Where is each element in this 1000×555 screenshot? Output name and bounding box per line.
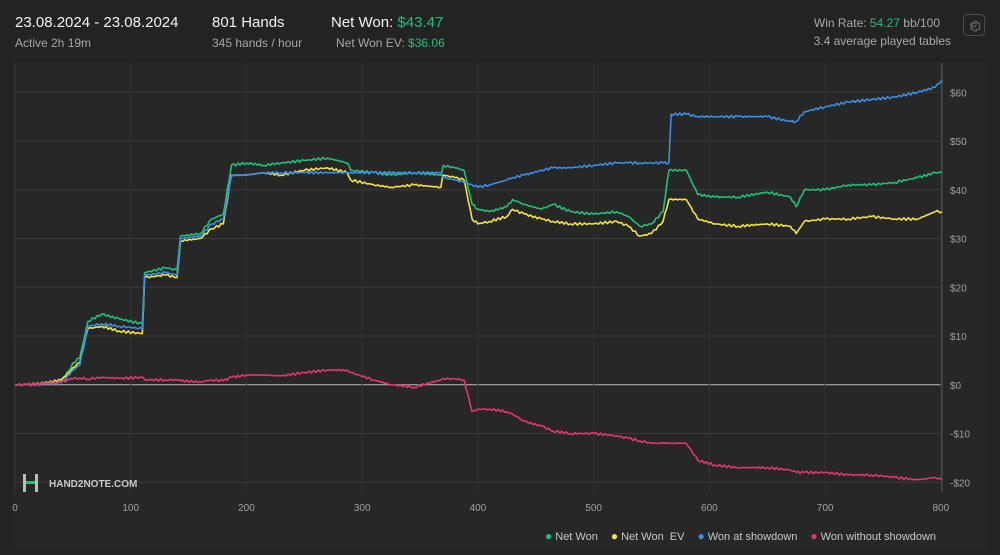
x-tick-label: 600 <box>701 503 718 514</box>
active-time: Active 2h 19m <box>15 36 92 50</box>
legend-label: Net Won <box>555 531 598 543</box>
series-line-won-at-showdown <box>14 79 943 387</box>
win-rate-label: Win Rate: <box>813 16 867 30</box>
x-tick-label: 200 <box>238 503 255 514</box>
x-tick-label: 300 <box>354 503 371 514</box>
legend-item-won-without-showdown[interactable]: ● Won without showdown <box>810 529 936 543</box>
x-tick-label: 500 <box>585 503 602 514</box>
average-tables: 3.4 average played tables <box>813 34 951 48</box>
y-tick-label: $40 <box>950 186 967 197</box>
net-won-value: $43.47 <box>397 14 444 31</box>
net-won-label: Net Won: <box>331 14 394 31</box>
legend-dot-icon: ● <box>810 529 818 543</box>
y-tick-label: $30 <box>950 235 967 246</box>
y-tick-label: -$10 <box>950 430 970 441</box>
settings-button[interactable] <box>963 14 985 36</box>
hand2note-logo <box>23 474 38 492</box>
win-rate-value: 54.27 <box>869 16 900 30</box>
net-won-ev-label: Net Won EV: <box>336 36 405 50</box>
y-tick-label: $0 <box>950 381 962 392</box>
series-line-won-without-showdown <box>14 368 943 481</box>
win-rate-unit: bb/100 <box>903 16 940 30</box>
hands-per-hour: 345 hands / hour <box>212 36 303 50</box>
series-line-net-won <box>14 156 943 387</box>
y-tick-label: $60 <box>950 88 967 99</box>
legend-label: Won without showdown <box>820 531 937 543</box>
y-tick-label: $20 <box>950 283 967 294</box>
summary-header: 23.08.2024 - 23.08.2024 Active 2h 19m 80… <box>0 0 1000 62</box>
legend-item-net-won-ev[interactable]: ● Net Won EV <box>611 529 685 543</box>
x-tick-label: 100 <box>122 503 139 514</box>
legend-dot-icon: ● <box>610 529 619 543</box>
legend-dot-icon: ● <box>545 529 553 543</box>
legend-item-won-at-showdown[interactable]: ● Won at showdown <box>697 529 797 543</box>
y-tick-label: $10 <box>950 332 967 343</box>
y-tick-label: -$20 <box>950 478 970 489</box>
x-tick-label: 400 <box>470 503 487 514</box>
gear-icon <box>969 20 981 32</box>
watermark: HAND2NOTE.COM <box>23 474 137 492</box>
series-line-net-won-ev <box>14 167 943 387</box>
x-tick-label: 0 <box>12 503 18 514</box>
watermark-text: HAND2NOTE.COM <box>49 479 137 490</box>
x-tick-label: 700 <box>817 503 834 514</box>
chart-legend: ● Net Won ● Net Won EV ● Won at showdown ● W… <box>545 529 936 543</box>
legend-item-net-won[interactable]: ● Net Won <box>545 529 598 543</box>
hands-count: 801 Hands <box>212 14 285 31</box>
net-won-ev: Net Won EV: $36.06 <box>336 36 445 50</box>
date-range: 23.08.2024 - 23.08.2024 <box>15 14 179 31</box>
legend-label: Net Won EV <box>621 531 685 543</box>
x-tick-label: 800 <box>932 503 949 514</box>
net-won-ev-value: $36.06 <box>408 36 445 50</box>
net-won: Net Won: $43.47 <box>331 14 443 31</box>
win-rate: Win Rate: 54.27 bb/100 <box>814 16 940 30</box>
y-tick-label: $50 <box>950 137 967 148</box>
legend-label: Won at showdown <box>707 531 798 543</box>
legend-dot-icon: ● <box>697 529 705 543</box>
